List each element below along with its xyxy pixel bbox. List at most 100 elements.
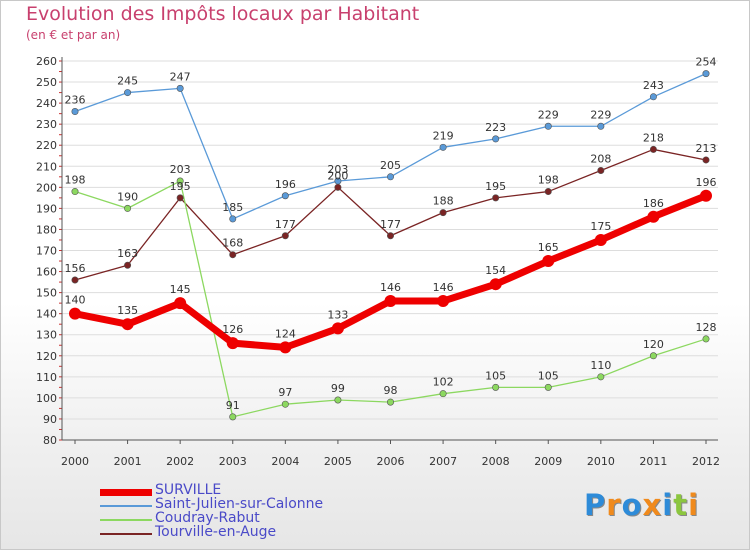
point-saint-julien-sur-calonne-2010: [597, 122, 605, 130]
point-coudray-rabut-2011: [649, 352, 657, 360]
y-tick-label-190: 190: [36, 202, 57, 215]
x-tick-label-2012: 2012: [692, 455, 720, 468]
point-surville-2009: [542, 255, 555, 268]
point-coudray-rabut-2000: [71, 188, 79, 196]
point-coudray-rabut-2009: [544, 383, 552, 391]
point-tourville-en-auge-2012: [702, 156, 710, 164]
data-label-coudray-rabut-2009: 105: [538, 369, 559, 382]
point-tourville-en-auge-2004: [281, 232, 289, 240]
data-label-tourville-en-auge-2004: 177: [275, 218, 296, 231]
data-label-tourville-en-auge-2006: 177: [380, 218, 401, 231]
y-tick-label-200: 200: [36, 181, 57, 194]
data-label-tourville-en-auge-2007: 188: [433, 195, 454, 208]
y-tick-label-130: 130: [36, 329, 57, 342]
point-saint-julien-sur-calonne-2012: [702, 70, 710, 78]
point-surville-2002: [174, 297, 187, 310]
point-saint-julien-sur-calonne-2005: [334, 177, 342, 185]
legend-label: Saint-Julien-sur-Calonne: [155, 496, 324, 512]
point-coudray-rabut-2001: [124, 204, 132, 212]
data-label-saint-julien-sur-calonne-2008: 223: [485, 121, 506, 134]
data-label-saint-julien-sur-calonne-2004: 196: [275, 178, 296, 191]
point-surville-2001: [121, 318, 134, 331]
data-label-saint-julien-sur-calonne-2002: 247: [170, 70, 191, 83]
y-tick-label-210: 210: [36, 160, 57, 173]
logo-letter: i: [662, 488, 674, 522]
data-label-saint-julien-sur-calonne-2000: 236: [65, 94, 86, 107]
legend-swatch: [100, 533, 152, 535]
data-label-saint-julien-sur-calonne-2007: 219: [433, 129, 454, 142]
x-tick-label-2000: 2000: [61, 455, 89, 468]
data-label-coudray-rabut-2008: 105: [485, 369, 506, 382]
data-labels: 156 163 195 168 177 200 177 188 195 198 208 218 213 1…: [65, 56, 717, 412]
point-saint-julien-sur-calonne-2006: [386, 173, 394, 181]
series-line-saint-julien-sur-calonne: [74, 73, 707, 220]
chart-title: Evolution des Impôts locaux par Habitant: [26, 3, 420, 25]
legend-swatch: [100, 488, 152, 496]
data-label-tourville-en-auge-2011: 218: [643, 131, 664, 144]
point-surville-2008: [489, 278, 502, 291]
data-label-coudray-rabut-2003: 91: [226, 399, 240, 412]
data-label-saint-julien-sur-calonne-2005: 203: [327, 163, 348, 176]
data-label-saint-julien-sur-calonne-2003: 185: [222, 201, 243, 214]
point-tourville-en-auge-2007: [439, 209, 447, 217]
y-tick-label-150: 150: [36, 287, 57, 300]
point-coudray-rabut-2006: [386, 398, 394, 406]
data-label-surville-2003: 126: [222, 323, 243, 336]
x-tick-label-2010: 2010: [587, 455, 615, 468]
y-tick-label-250: 250: [36, 76, 57, 89]
point-surville-2004: [279, 341, 292, 354]
point-surville-2011: [647, 210, 660, 223]
data-label-tourville-en-auge-2008: 195: [485, 180, 506, 193]
x-tick-label-2007: 2007: [429, 455, 457, 468]
point-tourville-en-auge-2010: [597, 166, 605, 174]
logo-letter: i: [688, 488, 700, 522]
point-tourville-en-auge-2003: [229, 251, 237, 259]
data-label-saint-julien-sur-calonne-2010: 229: [590, 108, 611, 121]
x-tick-label-2009: 2009: [534, 455, 562, 468]
data-label-coudray-rabut-2001: 190: [117, 190, 138, 203]
data-label-coudray-rabut-2007: 102: [433, 376, 454, 389]
series-lines: [74, 73, 708, 418]
y-tick-label-140: 140: [36, 308, 57, 321]
data-label-saint-julien-sur-calonne-2011: 243: [643, 79, 664, 92]
y-tick-label-260: 260: [36, 55, 57, 68]
point-surville-2003: [226, 337, 239, 350]
data-label-coudray-rabut-2002: 203: [170, 163, 191, 176]
point-saint-julien-sur-calonne-2000: [71, 108, 79, 116]
point-coudray-rabut-2012: [702, 335, 710, 343]
data-label-surville-2012: 196: [696, 176, 717, 189]
data-label-saint-julien-sur-calonne-2006: 205: [380, 159, 401, 172]
data-label-surville-2000: 140: [65, 294, 86, 307]
logo-letter: P: [584, 488, 607, 522]
y-tick-label-100: 100: [36, 392, 57, 405]
data-label-coudray-rabut-2005: 99: [331, 382, 345, 395]
x-tick-label-2002: 2002: [166, 455, 194, 468]
data-label-tourville-en-auge-2005: 200: [327, 169, 348, 182]
point-coudray-rabut-2010: [597, 373, 605, 381]
point-saint-julien-sur-calonne-2009: [544, 122, 552, 130]
legend-label: Coudray-Rabut: [155, 510, 260, 526]
data-label-surville-2006: 146: [380, 281, 401, 294]
point-saint-julien-sur-calonne-2003: [229, 215, 237, 223]
point-tourville-en-auge-2002: [176, 194, 184, 202]
legend-swatch: [100, 519, 152, 521]
point-saint-julien-sur-calonne-2002: [176, 84, 184, 92]
y-tick-label-170: 170: [36, 245, 57, 258]
data-label-surville-2011: 186: [643, 197, 664, 210]
x-tick-label-2003: 2003: [219, 455, 247, 468]
data-label-saint-julien-sur-calonne-2001: 245: [117, 75, 138, 88]
data-points: [69, 70, 712, 421]
data-label-coudray-rabut-2012: 128: [696, 321, 717, 334]
point-tourville-en-auge-2001: [124, 261, 132, 269]
data-label-coudray-rabut-2004: 97: [278, 386, 292, 399]
chart-subtitle: (en € et par an): [26, 28, 121, 42]
point-surville-2006: [384, 295, 397, 308]
logo-letter: o: [621, 488, 643, 522]
point-surville-2005: [331, 322, 344, 335]
grid-lines: [62, 60, 718, 441]
x-tick-label-2005: 2005: [324, 455, 352, 468]
logo-letter: x: [642, 488, 663, 522]
data-label-surville-2007: 146: [433, 281, 454, 294]
point-surville-2012: [700, 189, 712, 202]
